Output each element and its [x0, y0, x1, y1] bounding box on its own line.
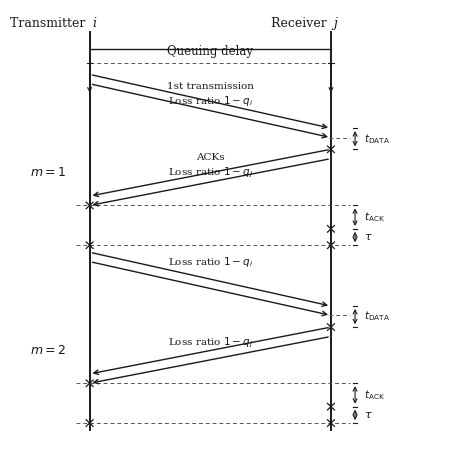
Text: $t_\mathrm{ACK}$: $t_\mathrm{ACK}$ [364, 210, 385, 224]
Text: $\tau$: $\tau$ [364, 232, 373, 242]
Text: $\tau$: $\tau$ [364, 410, 373, 420]
Text: Loss ratio $1-q_j$: Loss ratio $1-q_j$ [168, 335, 253, 350]
Text: ACKs: ACKs [196, 154, 225, 162]
Text: 1st transmission: 1st transmission [167, 82, 254, 91]
Text: $t_\mathrm{DATA}$: $t_\mathrm{DATA}$ [364, 132, 390, 146]
Text: Loss ratio $1-q_i$: Loss ratio $1-q_i$ [168, 94, 253, 108]
Text: i: i [92, 17, 96, 30]
Text: Transmitter: Transmitter [10, 17, 90, 30]
Text: Receiver: Receiver [271, 17, 331, 30]
Text: Loss ratio $1-q_i$: Loss ratio $1-q_i$ [168, 255, 253, 269]
Text: $t_\mathrm{ACK}$: $t_\mathrm{ACK}$ [364, 388, 385, 402]
Text: $m = 1$: $m = 1$ [30, 166, 66, 179]
Text: Queuing delay: Queuing delay [167, 45, 253, 58]
Text: $t_\mathrm{DATA}$: $t_\mathrm{DATA}$ [364, 310, 390, 323]
Text: $m = 2$: $m = 2$ [30, 344, 66, 357]
Text: j: j [334, 17, 337, 30]
Text: Loss ratio $1-q_j$: Loss ratio $1-q_j$ [168, 165, 253, 180]
